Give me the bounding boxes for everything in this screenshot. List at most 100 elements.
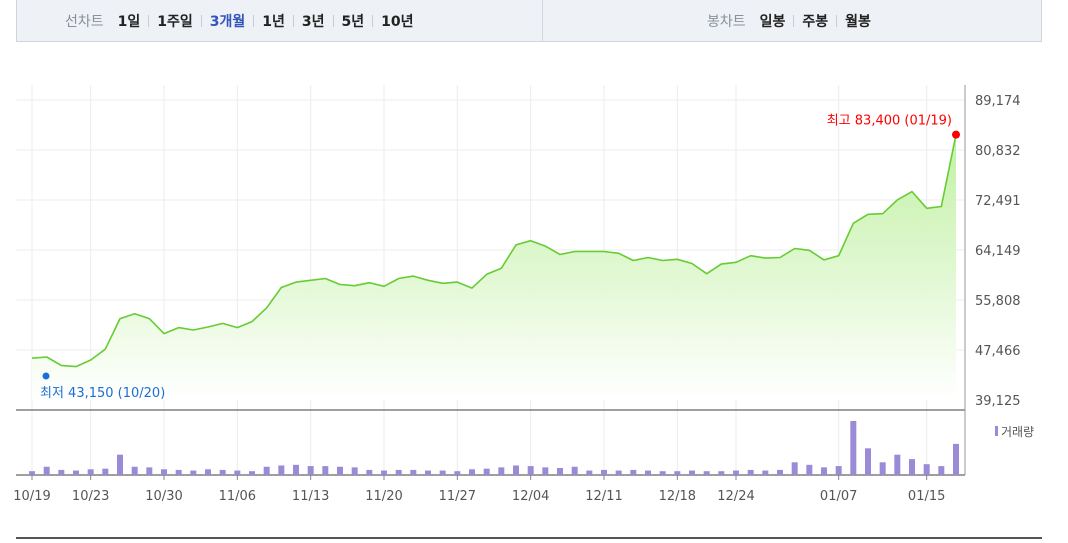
period-tab-7[interactable]: 10년 bbox=[381, 14, 414, 30]
x-tick-label: 11/27 bbox=[439, 489, 476, 504]
volume-bar bbox=[527, 466, 534, 475]
period-tab-separator bbox=[200, 15, 202, 27]
y-tick-label: 72,491 bbox=[975, 194, 1021, 209]
volume-bar bbox=[219, 469, 226, 475]
volume-bar bbox=[601, 469, 607, 475]
candle-tab-3[interactable]: 월봉 bbox=[845, 14, 871, 30]
volume-bars bbox=[29, 421, 959, 475]
volume-bar bbox=[278, 465, 285, 475]
min-point-marker bbox=[42, 372, 50, 380]
volume-bar bbox=[674, 471, 681, 475]
volume-bar bbox=[439, 470, 446, 475]
volume-bar bbox=[190, 470, 197, 475]
volume-bar bbox=[263, 466, 270, 475]
y-tick-label: 47,466 bbox=[975, 344, 1021, 359]
period-tab-4[interactable]: 1년 bbox=[262, 14, 285, 30]
volume-bar bbox=[117, 454, 123, 475]
candle-tab-separator bbox=[793, 15, 795, 27]
period-tab-5[interactable]: 3년 bbox=[301, 14, 325, 30]
volume-bar bbox=[938, 466, 945, 475]
volume-bar bbox=[146, 467, 153, 475]
volume-bar bbox=[102, 468, 109, 475]
x-tick-label: 10/23 bbox=[72, 489, 109, 504]
line-chart-label: 선차트 bbox=[65, 14, 104, 30]
volume-bar bbox=[234, 470, 241, 475]
volume-bar bbox=[542, 467, 549, 475]
candle-tab-1[interactable]: 일봉 bbox=[759, 14, 786, 30]
volume-bar bbox=[689, 470, 695, 475]
x-tick-label: 12/04 bbox=[512, 489, 549, 504]
volume-bar bbox=[835, 466, 842, 475]
volume-bar bbox=[659, 471, 666, 475]
volume-bar bbox=[307, 466, 314, 475]
volume-bar bbox=[747, 469, 754, 475]
candle-chart-periods: 봉차트 일봉 주봉 월봉 bbox=[707, 0, 871, 42]
min-annotation: 최저 43,150 (10/20) bbox=[40, 386, 165, 401]
volume-bar bbox=[249, 471, 255, 475]
volume-bar bbox=[762, 470, 769, 475]
volume-bar bbox=[322, 466, 329, 475]
max-point-marker bbox=[952, 130, 960, 139]
period-tab-separator bbox=[292, 15, 294, 27]
price-area bbox=[31, 134, 957, 400]
volume-bar bbox=[821, 467, 827, 475]
volume-bar bbox=[366, 469, 373, 475]
price-line bbox=[31, 134, 957, 368]
period-tab-1[interactable]: 1일 bbox=[117, 14, 141, 30]
volume-bar bbox=[73, 470, 79, 475]
volume-bar bbox=[879, 462, 886, 475]
volume-bar bbox=[865, 448, 871, 475]
volume-bar bbox=[586, 470, 593, 475]
volume-bar bbox=[909, 459, 915, 475]
toolbar-divider bbox=[542, 0, 543, 42]
x-tick-label: 12/24 bbox=[717, 489, 754, 504]
price-area-fill bbox=[32, 134, 956, 400]
volume-bar bbox=[58, 469, 65, 475]
x-tick-label: 11/20 bbox=[365, 489, 402, 504]
volume-bar bbox=[894, 454, 901, 475]
x-tick-label: 10/19 bbox=[13, 489, 50, 504]
volume-bar bbox=[630, 469, 637, 475]
volume-bar bbox=[425, 470, 431, 475]
x-tick-label: 11/06 bbox=[219, 489, 256, 504]
x-tick-label: 12/18 bbox=[659, 489, 696, 504]
volume-bar bbox=[469, 469, 475, 475]
volume-bar bbox=[498, 467, 505, 475]
chart-labels: 89,174 80,832 72,491 64,149 55,808 47,466 39,1… bbox=[13, 94, 1034, 504]
volume-bar bbox=[161, 469, 167, 475]
volume-bar bbox=[410, 469, 417, 475]
y-tick-label: 89,174 bbox=[975, 94, 1021, 109]
volume-bar bbox=[454, 471, 461, 475]
period-tab-2[interactable]: 1주일 bbox=[157, 14, 193, 30]
period-tab-separator bbox=[332, 15, 334, 27]
volume-bar bbox=[923, 464, 930, 475]
volume-bar bbox=[87, 469, 94, 475]
volume-legend-swatch bbox=[995, 426, 998, 436]
period-tab-3[interactable]: 3개월 bbox=[209, 14, 246, 30]
y-tick-label: 55,808 bbox=[975, 294, 1021, 309]
volume-bar bbox=[483, 468, 490, 475]
volume-bar bbox=[806, 464, 813, 475]
chart-toolbar: 선차트 1일 1주일 3개월 1년 3년 5년 10년 봉차트 일봉 주봉 월봉 bbox=[16, 0, 1042, 42]
period-tab-separator bbox=[253, 15, 255, 27]
x-tick-label: 12/11 bbox=[585, 489, 622, 504]
volume-bar bbox=[29, 471, 35, 475]
line-chart-periods: 선차트 1일 1주일 3개월 1년 3년 5년 10년 bbox=[65, 0, 414, 42]
volume-bar bbox=[777, 469, 783, 475]
volume-bar bbox=[513, 465, 519, 475]
volume-bar bbox=[615, 470, 622, 475]
y-tick-label: 64,149 bbox=[975, 244, 1021, 259]
volume-bar bbox=[733, 470, 739, 475]
volume-bar bbox=[293, 464, 299, 475]
volume-legend-label: 거래량 bbox=[1001, 425, 1034, 439]
max-annotation: 최고 83,400 (01/19) bbox=[827, 114, 952, 129]
x-tick-label: 01/07 bbox=[820, 489, 857, 504]
volume-bar bbox=[571, 466, 578, 475]
x-tick-label: 10/30 bbox=[145, 489, 182, 504]
volume-bar bbox=[131, 466, 138, 475]
volume-bar bbox=[557, 468, 563, 475]
period-tab-6[interactable]: 5년 bbox=[341, 14, 365, 30]
period-tab-separator bbox=[372, 15, 374, 27]
candle-tab-2[interactable]: 주봉 bbox=[802, 14, 829, 30]
